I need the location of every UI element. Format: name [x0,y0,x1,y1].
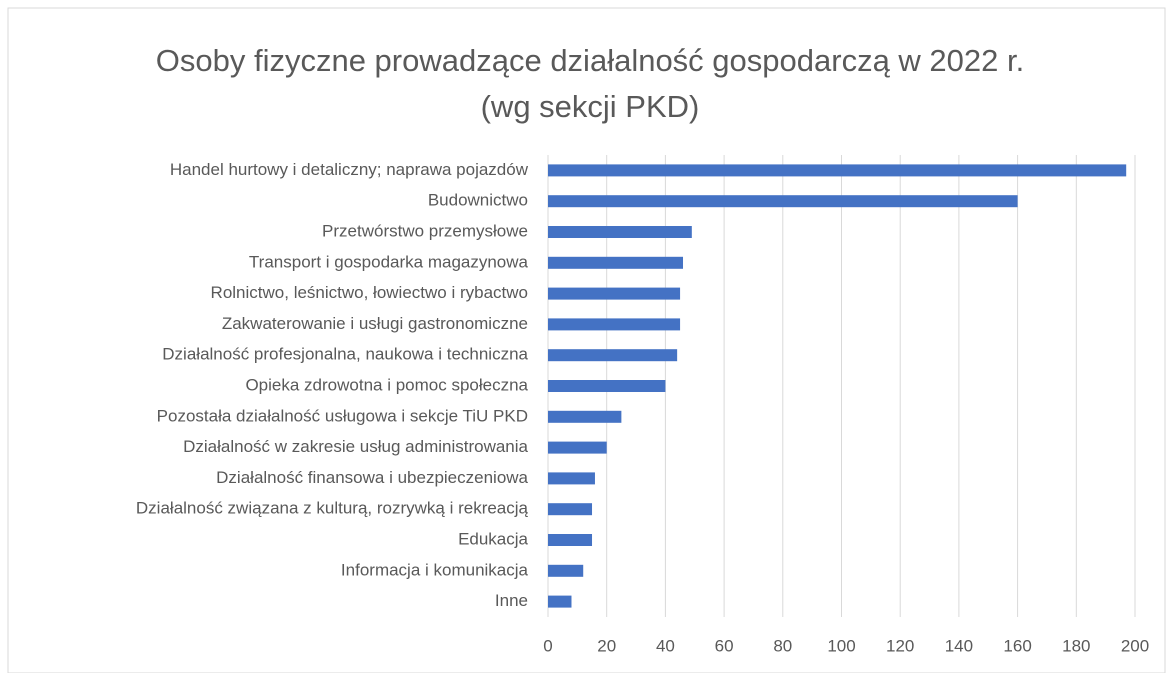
x-tick-label: 200 [1121,636,1149,655]
x-tick-label: 80 [773,636,792,655]
x-tick-label: 180 [1062,636,1090,655]
bar [548,226,692,238]
y-tick-label: Budownictwo [428,191,528,210]
x-tick-label: 60 [715,636,734,655]
chart-frame [7,7,1166,673]
x-tick-label: 20 [597,636,616,655]
y-tick-label: Pozostała działalność usługowa i sekcje … [157,406,528,425]
y-tick-label: Edukacja [458,529,528,548]
y-tick-label: Działalność profesjonalna, naukowa i tec… [162,345,528,364]
x-tick-label: 140 [945,636,973,655]
bar [548,441,607,454]
bar [548,472,595,485]
bar [548,287,681,300]
y-tick-label: Inne [495,591,528,610]
x-tick-label: 120 [886,636,914,655]
x-tick-label: 40 [656,636,675,655]
chart-title: Osoby fizyczne prowadzące działalność go… [155,43,1025,124]
bar [548,503,593,516]
y-tick-label: Informacja i komunikacja [341,560,529,579]
y-tick-label: Działalność w zakresie usług administrow… [183,437,528,456]
bar [548,349,678,362]
x-tick-label: 160 [1003,636,1031,655]
x-tick-label: 0 [543,636,552,655]
bar [548,595,572,608]
y-tick-label: Działalność związana z kulturą, rozrywką… [136,499,529,518]
bar [548,534,593,546]
y-tick-label: Działalność finansowa i ubezpieczeniowa [216,468,528,487]
bar [548,410,622,423]
bar [548,256,684,269]
y-tick-label: Handel hurtowy i detaliczny; naprawa poj… [170,160,529,179]
bar [548,380,666,392]
bar [548,164,1127,177]
y-tick-label: Opieka zdrowotna i pomoc społeczna [245,375,528,394]
x-tick-label: 100 [827,636,855,655]
y-tick-label: Zakwaterowanie i usługi gastronomiczne [222,314,528,333]
bar [548,318,681,331]
y-tick-label: Transport i gospodarka magazynowa [249,252,529,271]
y-tick-label: Przetwórstwo przemysłowe [322,221,528,240]
bar [548,564,584,577]
bar [548,195,1018,208]
y-tick-label: Rolnictwo, leśnictwo, łowiectwo i rybact… [211,283,528,302]
